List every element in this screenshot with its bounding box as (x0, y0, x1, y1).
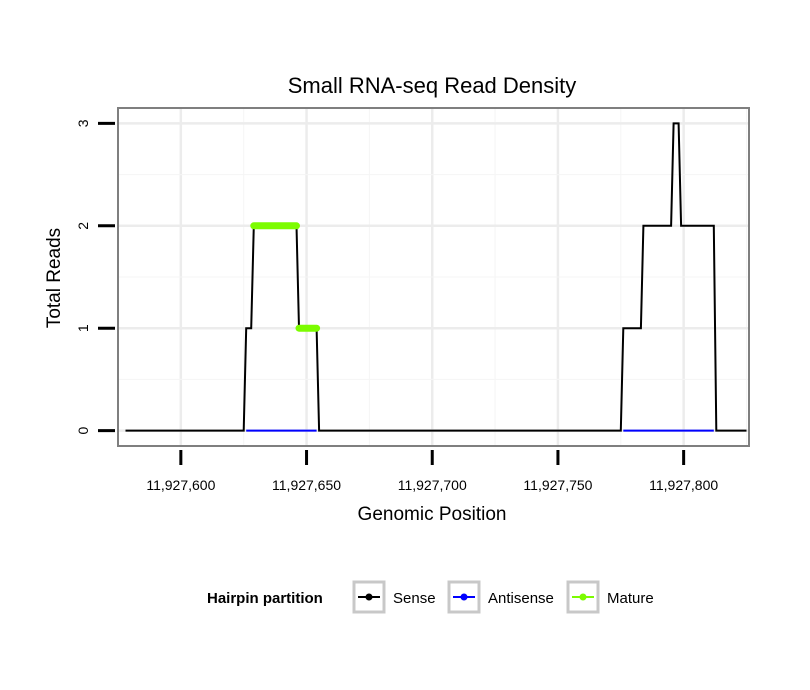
x-tick-label: 11,927,750 (523, 477, 592, 493)
y-tick-label: 0 (75, 426, 91, 434)
legend-label-sense: Sense (393, 590, 436, 607)
legend-label-antisense: Antisense (488, 590, 554, 607)
x-axis-title: Genomic Position (358, 504, 507, 525)
y-tick-label: 3 (75, 119, 91, 127)
legend-dot-mature (579, 593, 587, 601)
y-axis: 0 1 2 3 (75, 119, 115, 434)
legend-item-mature: Mature (566, 580, 654, 614)
legend-dot-sense (365, 593, 373, 601)
y-tick-label: 1 (75, 324, 91, 332)
legend-item-antisense: Antisense (447, 580, 554, 614)
plot-area (117, 107, 750, 447)
plot-border (117, 107, 750, 447)
series-line-sense (125, 122, 747, 432)
legend-dot-antisense (460, 593, 468, 601)
y-tick-label: 2 (75, 222, 91, 230)
x-axis: 11,927,600 11,927,650 11,927,700 11,927,750… (146, 450, 718, 493)
x-tick-label: 11,927,650 (272, 477, 341, 493)
legend-item-sense: Sense (352, 580, 436, 614)
legend: Hairpin partition Sense Antisense Mature (207, 580, 654, 614)
legend-title: Hairpin partition (207, 590, 323, 607)
x-tick-label: 11,927,700 (398, 477, 467, 493)
legend-label-mature: Mature (607, 590, 654, 607)
y-axis-title: Total Reads (44, 228, 65, 328)
series-layer (125, 122, 747, 432)
x-tick-label: 11,927,600 (146, 477, 215, 493)
chart-title: Small RNA-seq Read Density (288, 73, 577, 98)
x-tick-label: 11,927,800 (649, 477, 718, 493)
